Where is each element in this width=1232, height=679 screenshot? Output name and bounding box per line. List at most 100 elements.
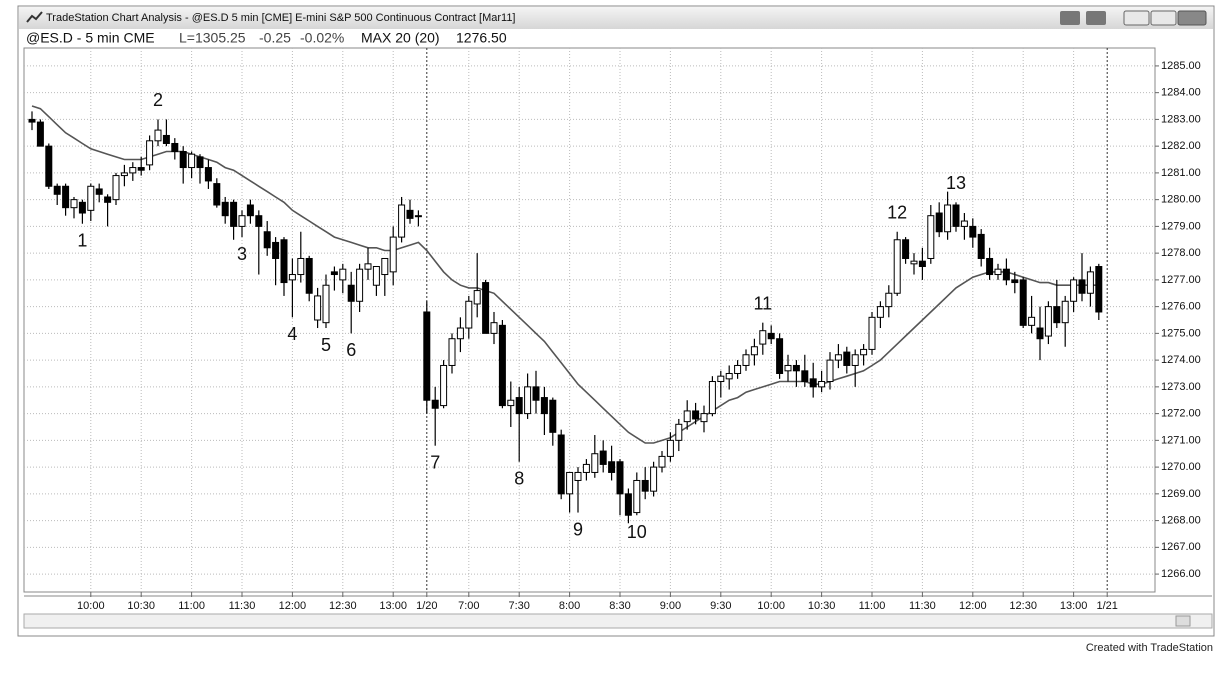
candle-body	[1011, 279, 1019, 284]
candle-body	[272, 241, 280, 259]
footer-credit: Created with TradeStation	[1086, 642, 1213, 654]
candle-body	[280, 239, 288, 284]
candle-body	[473, 290, 481, 305]
y-tick-label: 1266.00	[1161, 568, 1201, 580]
candle-body	[70, 199, 78, 209]
swing-label: 4	[287, 324, 297, 344]
minimize-button[interactable]	[1123, 10, 1150, 26]
swing-label: 2	[153, 90, 163, 110]
candle-body	[314, 295, 322, 321]
candle-body	[750, 346, 758, 356]
candle-body	[1036, 327, 1044, 340]
last-price: L=1305.25	[179, 30, 246, 46]
y-tick-label: 1274.00	[1161, 354, 1201, 366]
x-tick-label: 7:00	[458, 600, 479, 612]
candle-body	[356, 268, 364, 302]
candle-body	[1095, 266, 1103, 313]
chart-header: @ES.D - 5 min CME L=1305.25 -0.25 -0.02%…	[26, 30, 507, 46]
change: -0.25	[259, 30, 291, 46]
candle-body	[221, 201, 229, 217]
candle-body	[616, 461, 624, 495]
y-tick-label: 1284.00	[1161, 87, 1201, 99]
candle-body	[465, 300, 473, 329]
y-tick-label: 1281.00	[1161, 167, 1201, 179]
scrollbar[interactable]	[23, 613, 1213, 629]
x-tick-label: 13:00	[379, 600, 407, 612]
x-tick-label: 10:30	[127, 600, 155, 612]
x-tick-label: 12:00	[279, 600, 307, 612]
candle-body	[876, 306, 884, 318]
y-tick-label: 1272.00	[1161, 408, 1201, 420]
candle-body	[246, 204, 254, 217]
candle-body	[818, 381, 826, 388]
candle-body	[540, 397, 548, 415]
x-tick-label: 11:30	[909, 600, 936, 612]
swing-label: 7	[430, 452, 440, 472]
candle-body	[1070, 279, 1078, 302]
x-tick-label: 12:30	[1009, 600, 1037, 612]
candle-body	[179, 151, 187, 169]
candle-body	[28, 118, 36, 123]
candle-body	[490, 322, 498, 334]
candle-body	[456, 327, 464, 340]
s-button[interactable]	[1060, 11, 1080, 25]
swing-label: 9	[573, 519, 583, 539]
candle-body	[986, 257, 994, 276]
candle-body	[960, 220, 968, 227]
indicator-value: 1276.50	[456, 30, 507, 46]
candle-body	[624, 493, 632, 516]
candle-body	[675, 423, 683, 441]
candle-body	[146, 140, 154, 166]
candle-body	[532, 386, 540, 401]
x-tick-label: 8:00	[559, 600, 580, 612]
candle-body	[137, 167, 145, 171]
candle-body	[515, 397, 523, 415]
candle-body	[1086, 271, 1094, 294]
candle-body	[977, 233, 985, 259]
candle-body	[582, 463, 590, 473]
y-tick-label: 1279.00	[1161, 220, 1201, 232]
candle-body	[431, 399, 439, 409]
candle-body	[305, 257, 313, 294]
candle-body	[372, 266, 380, 286]
candle-body	[255, 215, 263, 227]
candle-body	[1053, 306, 1061, 324]
candle-body	[666, 439, 674, 457]
candle-body	[53, 185, 61, 195]
swing-label: 5	[321, 335, 331, 355]
candle-body	[851, 354, 859, 366]
candle-body	[809, 378, 817, 388]
candle-body	[776, 338, 784, 374]
maximize-button[interactable]	[1150, 10, 1177, 26]
candle-body	[440, 364, 448, 407]
candle-body	[683, 410, 691, 423]
candle-body	[1028, 316, 1036, 326]
close-button[interactable]	[1177, 10, 1207, 26]
candle-body	[45, 145, 53, 187]
candle-body	[658, 455, 666, 468]
swing-label: 8	[514, 469, 524, 489]
y-tick-label: 1271.00	[1161, 434, 1201, 446]
candle-body	[507, 399, 515, 407]
scroll-thumb[interactable]	[1175, 615, 1191, 627]
x-tick-label: 11:00	[178, 600, 205, 612]
x-tick-label: 13:00	[1060, 600, 1088, 612]
candle-body	[36, 121, 44, 147]
candle-body	[364, 263, 372, 270]
x-tick-label: 9:00	[660, 600, 681, 612]
i-button[interactable]	[1086, 11, 1106, 25]
y-tick-label: 1277.00	[1161, 274, 1201, 286]
candle-body	[725, 372, 733, 380]
candle-body	[902, 239, 910, 259]
y-tick-label: 1267.00	[1161, 541, 1201, 553]
candle-body	[1061, 300, 1069, 324]
candle-body	[574, 471, 582, 481]
candle-body	[633, 479, 641, 514]
candle-body	[129, 167, 137, 174]
candle-body	[1019, 279, 1027, 326]
candle-body	[238, 215, 246, 227]
candle-body	[1044, 306, 1052, 337]
candle-body	[330, 271, 338, 276]
candle-body	[969, 225, 977, 238]
